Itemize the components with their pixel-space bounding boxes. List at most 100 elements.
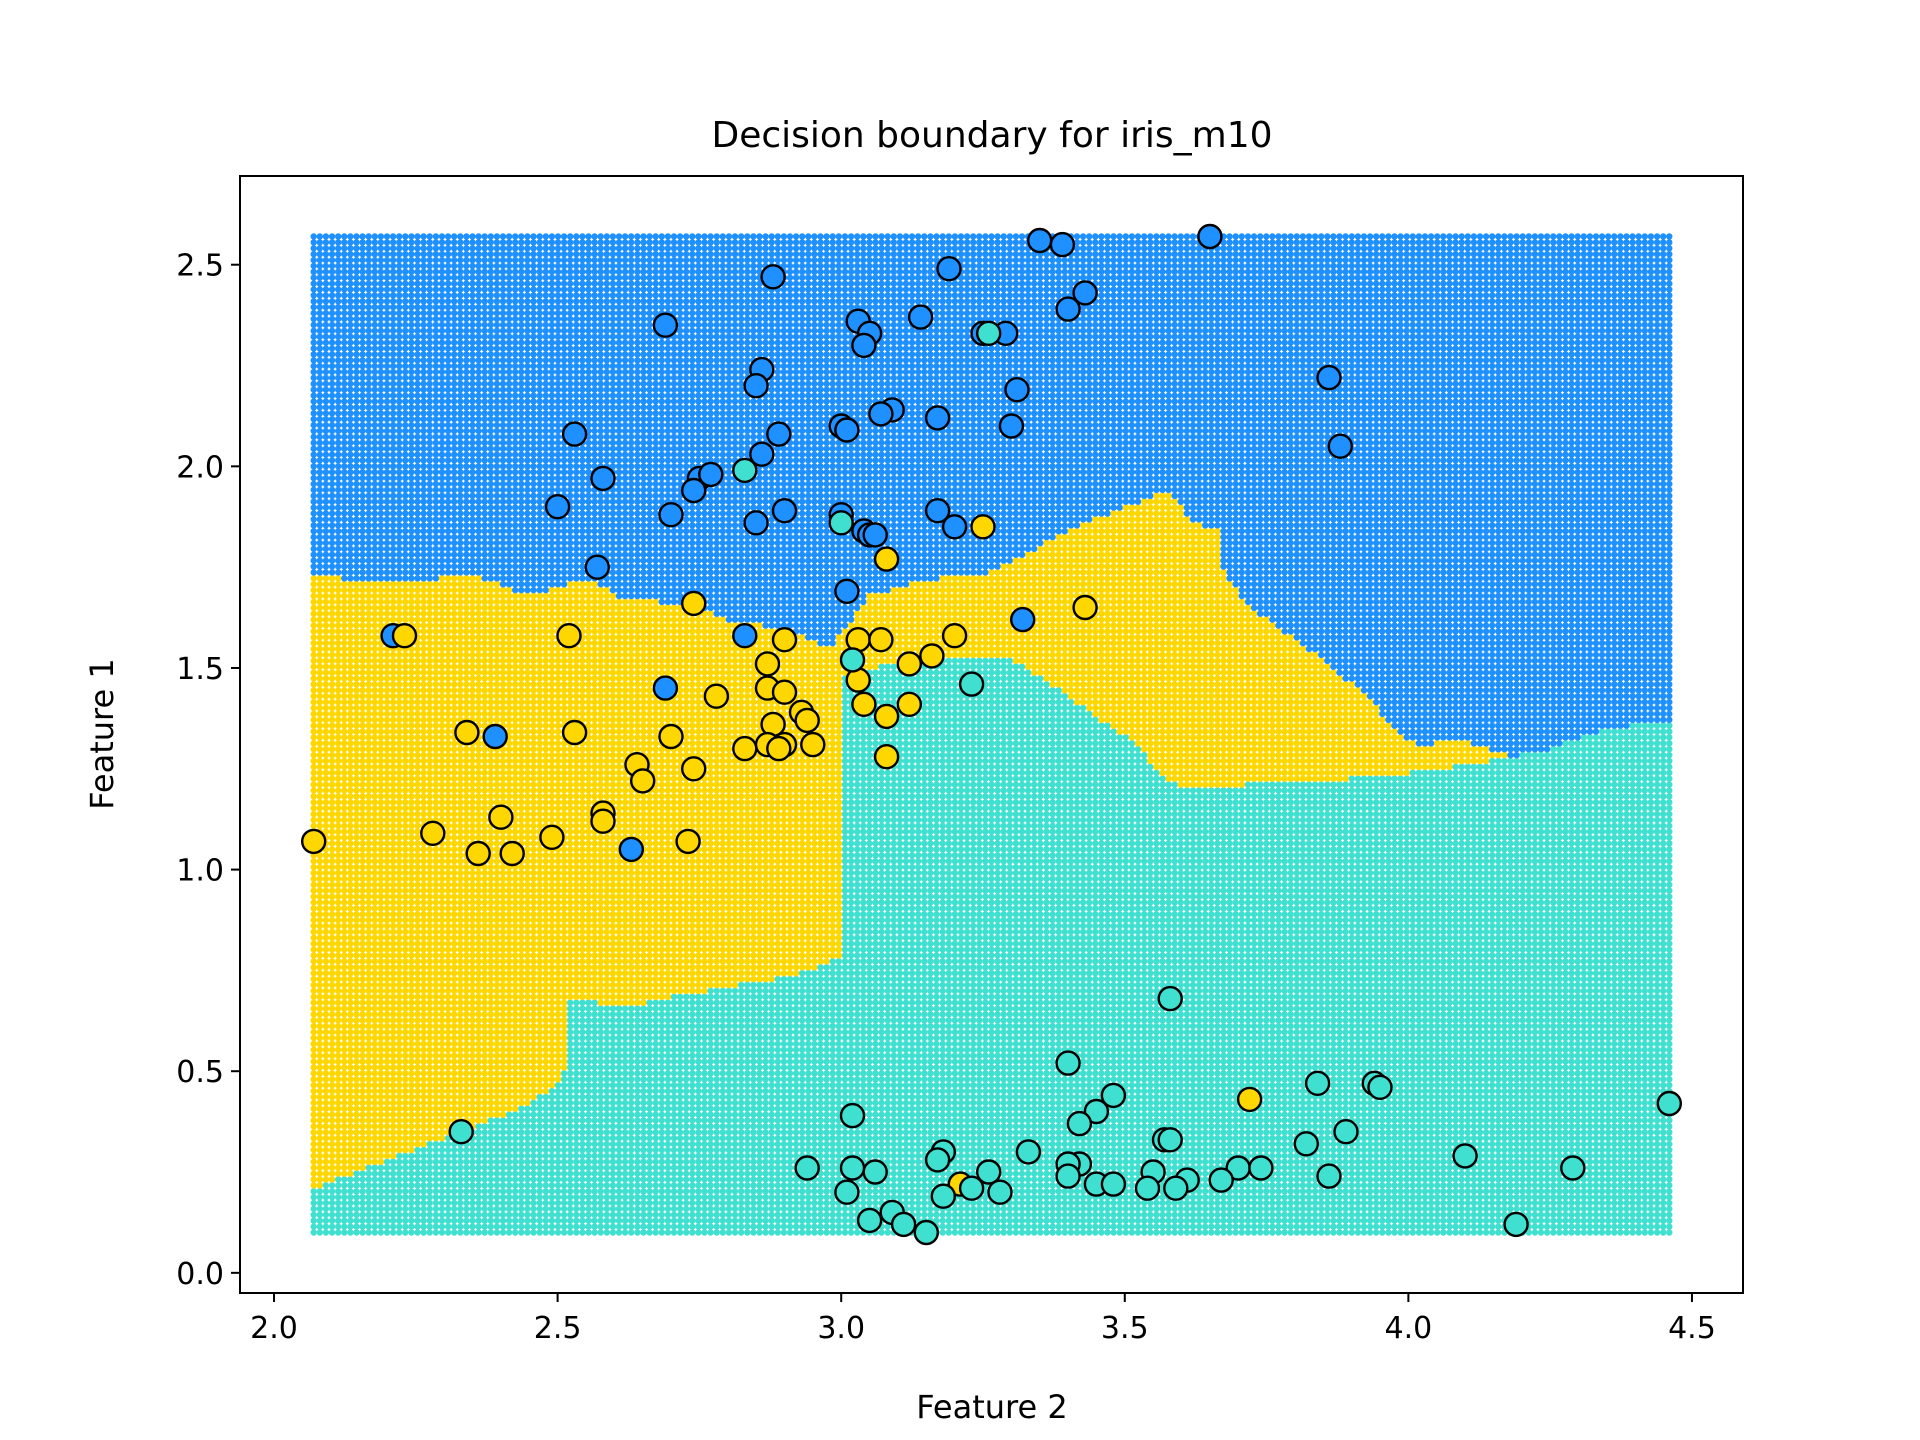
region-dot — [439, 876, 445, 882]
region-dot — [390, 734, 396, 740]
region-dot — [402, 840, 408, 846]
region-dot — [408, 705, 414, 711]
region-dot — [420, 699, 426, 705]
region-dot — [317, 652, 323, 658]
region-dot — [366, 245, 372, 251]
region-dot — [463, 805, 469, 811]
region-dot — [359, 322, 365, 328]
region-dot — [378, 516, 384, 522]
region-dot — [402, 970, 408, 976]
region-dot — [451, 905, 457, 911]
region-dot — [341, 793, 347, 799]
region-dot — [323, 499, 329, 505]
region-dot — [427, 446, 433, 452]
region-dot — [359, 451, 365, 457]
region-dot — [341, 899, 347, 905]
region-dot — [414, 569, 420, 575]
region-dot — [317, 646, 323, 652]
region-dot — [329, 929, 335, 935]
region-dot — [445, 776, 451, 782]
region-dot — [378, 1135, 384, 1141]
region-dot — [402, 876, 408, 882]
region-dot — [359, 888, 365, 894]
region-dot — [414, 1147, 420, 1153]
region-dot — [366, 392, 372, 398]
region-dot — [457, 711, 463, 717]
region-dot — [420, 852, 426, 858]
region-dot — [396, 1123, 402, 1129]
region-dot — [475, 758, 481, 764]
region-dot — [427, 705, 433, 711]
region-dot — [396, 493, 402, 499]
region-dot — [311, 693, 317, 699]
region-dot — [311, 1041, 317, 1047]
region-dot — [439, 1123, 445, 1129]
region-dot — [384, 245, 390, 251]
region-dot — [311, 988, 317, 994]
region-dot — [445, 1011, 451, 1017]
region-dot — [439, 398, 445, 404]
region-dot — [396, 375, 402, 381]
region-dot — [323, 946, 329, 952]
region-dot — [445, 1147, 451, 1153]
region-dot — [347, 840, 353, 846]
region-dot — [451, 1182, 457, 1188]
region-dot — [408, 1153, 414, 1159]
region-dot — [335, 958, 341, 964]
region-dot — [402, 693, 408, 699]
region-dot — [341, 1053, 347, 1059]
region-dot — [323, 322, 329, 328]
region-dot — [341, 322, 347, 328]
region-dot — [408, 463, 414, 469]
region-dot — [433, 799, 439, 805]
region-dot — [457, 946, 463, 952]
region-dot — [317, 622, 323, 628]
region-dot — [372, 1106, 378, 1112]
region-dot — [469, 634, 475, 640]
region-dot — [475, 1029, 481, 1035]
region-dot — [353, 304, 359, 310]
region-dot — [414, 499, 420, 505]
region-dot — [463, 381, 469, 387]
region-dot — [414, 363, 420, 369]
region-dot — [396, 888, 402, 894]
region-dot — [359, 1064, 365, 1070]
region-dot — [439, 1176, 445, 1182]
region-dot — [341, 605, 347, 611]
region-dot — [347, 1094, 353, 1100]
region-dot — [366, 858, 372, 864]
region-dot — [396, 752, 402, 758]
region-dot — [445, 422, 451, 428]
region-dot — [402, 1064, 408, 1070]
region-dot — [390, 322, 396, 328]
region-dot — [469, 481, 475, 487]
region-dot — [402, 958, 408, 964]
region-dot — [427, 1000, 433, 1006]
region-dot — [439, 392, 445, 398]
region-dot — [445, 876, 451, 882]
region-dot — [433, 1129, 439, 1135]
region-dot — [469, 681, 475, 687]
region-dot — [378, 1058, 384, 1064]
region-dot — [329, 658, 335, 664]
region-dot — [463, 882, 469, 888]
region-dot — [323, 640, 329, 646]
region-dot — [445, 852, 451, 858]
region-dot — [408, 740, 414, 746]
region-dot — [329, 499, 335, 505]
region-dot — [323, 728, 329, 734]
region-dot — [451, 805, 457, 811]
region-dot — [323, 1218, 329, 1224]
region-dot — [463, 310, 469, 316]
region-dot — [433, 911, 439, 917]
region-dot — [311, 233, 317, 239]
region-dot — [390, 1053, 396, 1059]
region-dot — [475, 711, 481, 717]
region-dot — [353, 1200, 359, 1206]
region-dot — [384, 1165, 390, 1171]
region-dot — [457, 994, 463, 1000]
region-dot — [378, 328, 384, 334]
region-dot — [329, 1100, 335, 1106]
region-dot — [433, 681, 439, 687]
region-dot — [475, 941, 481, 947]
